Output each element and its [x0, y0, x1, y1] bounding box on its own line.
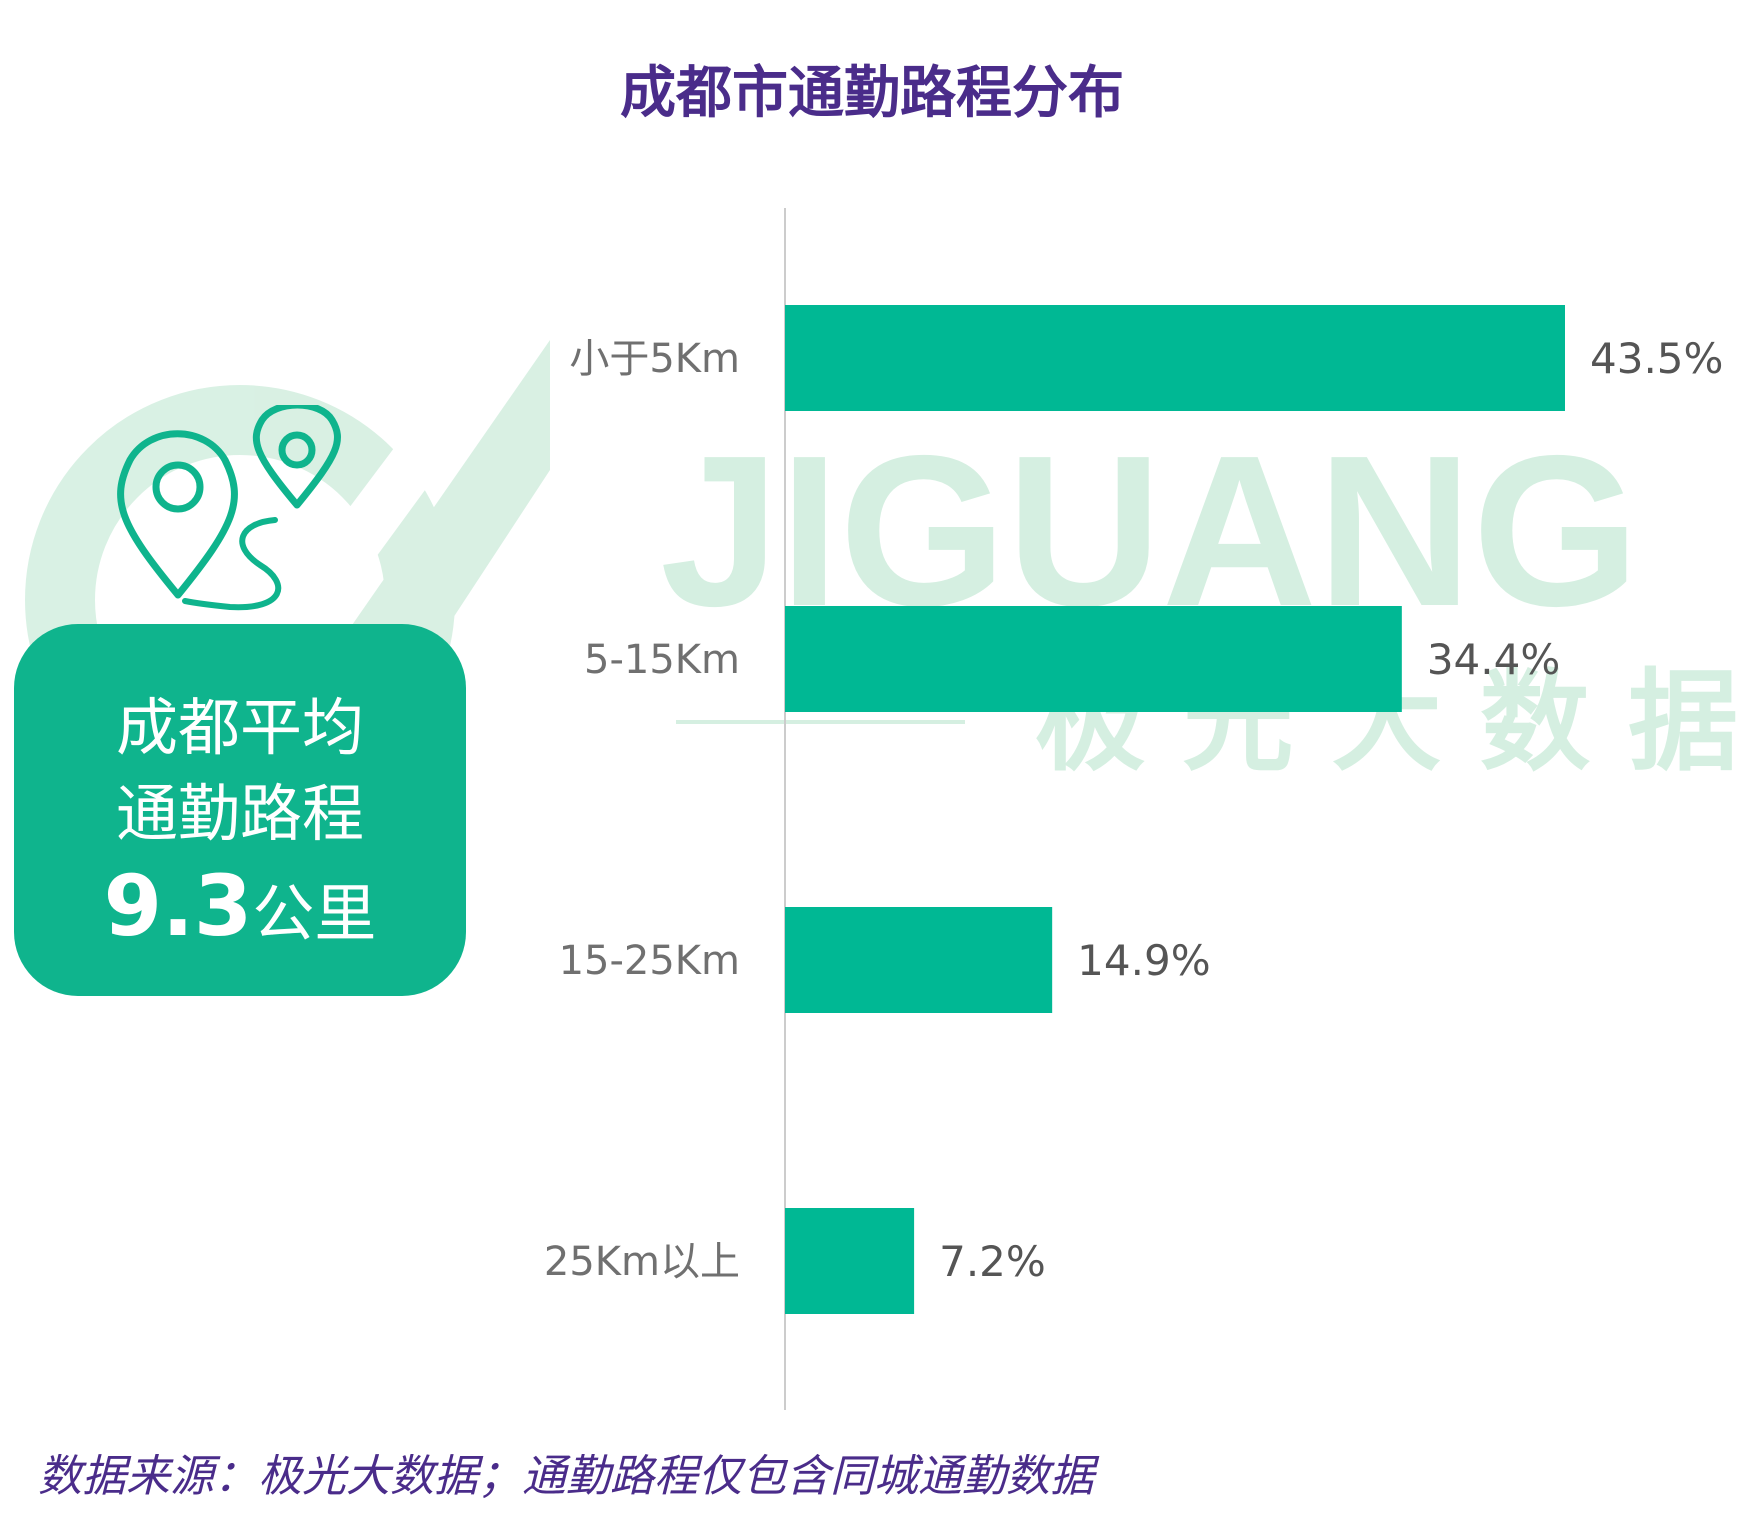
category-label-1: 5-15Km	[584, 637, 740, 683]
card-line-1: 成都平均	[115, 691, 364, 764]
bar-1	[785, 606, 1402, 712]
map-pins-route-icon	[117, 405, 341, 611]
category-label-2: 15-25Km	[559, 938, 740, 984]
value-labels: 43.5% 34.4% 14.9% 7.2%	[939, 334, 1723, 1286]
bar-0	[785, 305, 1565, 411]
category-label-0: 小于5Km	[569, 336, 740, 382]
value-label-3: 7.2%	[939, 1237, 1046, 1286]
chart-title: 成都市通勤路程分布	[620, 61, 1124, 126]
value-label-0: 43.5%	[1590, 334, 1723, 383]
category-label-3: 25Km以上	[544, 1239, 740, 1285]
bar-3	[785, 1208, 915, 1314]
category-labels: 小于5Km 5-15Km 15-25Km 25Km以上	[544, 336, 740, 1285]
bar-2	[785, 907, 1053, 1013]
bars-group	[785, 305, 1565, 1314]
value-label-2: 14.9%	[1077, 936, 1210, 985]
average-distance-card: 成都平均 通勤路程 9.3公里	[14, 624, 466, 996]
value-label-1: 34.4%	[1427, 635, 1560, 684]
average-distance-value: 9.3	[103, 857, 253, 955]
card-value-row: 9.3公里	[14, 856, 466, 964]
average-distance-unit: 公里	[252, 877, 377, 950]
card-line-2: 通勤路程	[115, 777, 364, 850]
source-footnote: 数据来源：极光大数据；通勤路程仅包含同城通勤数据	[38, 1451, 1094, 1502]
